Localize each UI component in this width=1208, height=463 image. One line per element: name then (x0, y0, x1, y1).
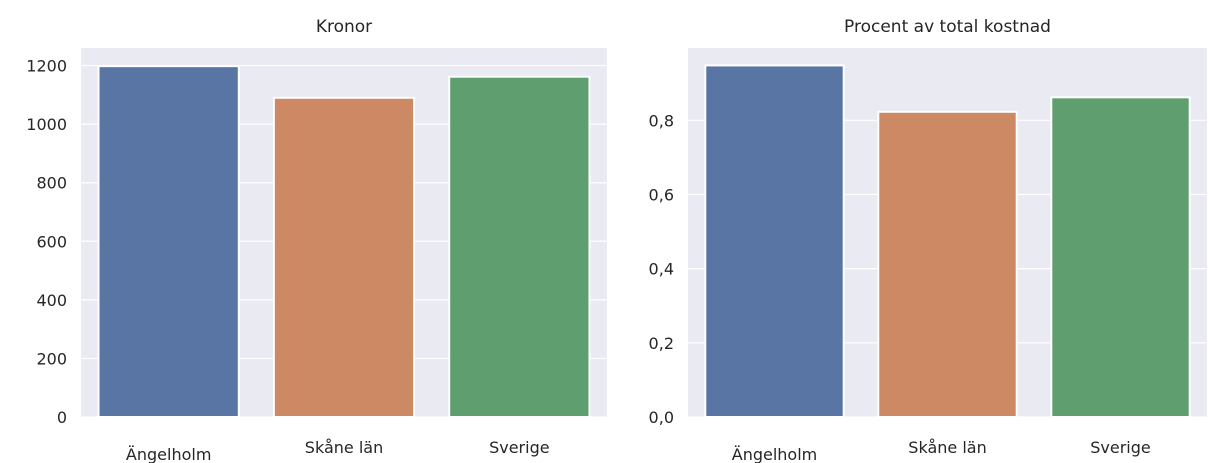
y-tick-label: 600 (36, 232, 67, 251)
bar-procent-1 (704, 64, 845, 419)
bars-kronor (97, 65, 591, 419)
x-tick-label: Ängelholm (732, 445, 818, 463)
bar-procent-2 (877, 110, 1018, 419)
y-ticks-kronor: 0 200 400 600 800 1000 1200 (26, 57, 67, 427)
chart-title-procent: Procent av total kostnad (844, 17, 1051, 37)
x-tick-label: Skåne län (908, 438, 986, 457)
chart-kronor: 0 200 400 600 800 1000 1200 Ängelholm Skåne län… (26, 17, 607, 463)
bar-kronor-3 (448, 75, 591, 418)
y-tick-label: 1200 (26, 57, 67, 76)
chart-procent: 0,0 0,2 0,4 0,6 0,8 Ängelholm Skåne län Sverig… (649, 17, 1207, 463)
y-tick-label: 400 (36, 291, 67, 310)
bar-procent-3 (1050, 96, 1191, 419)
y-tick-label: 0,0 (649, 408, 674, 427)
x-tick-label: Sverige (1090, 438, 1151, 457)
bars-procent (704, 64, 1191, 419)
x-tick-label: Ängelholm (126, 445, 212, 463)
y-tick-label: 0,2 (649, 334, 674, 353)
bar-kronor-1 (97, 65, 240, 419)
y-tick-label: 0 (57, 408, 67, 427)
x-tick-label: Sverige (489, 438, 550, 457)
x-tick-label: Skåne län (305, 438, 383, 457)
x-ticks-kronor: Ängelholm Skåne län Sverige (126, 438, 550, 463)
bar-kronor-2 (272, 96, 416, 419)
x-ticks-procent: Ängelholm Skåne län Sverige (732, 438, 1151, 463)
y-tick-label: 0,4 (649, 260, 674, 279)
y-tick-label: 200 (36, 349, 67, 368)
y-tick-label: 0,8 (649, 111, 674, 130)
y-tick-label: 800 (36, 174, 67, 193)
y-ticks-procent: 0,0 0,2 0,4 0,6 0,8 (649, 111, 674, 427)
y-tick-label: 0,6 (649, 185, 674, 204)
y-tick-label: 1000 (26, 115, 67, 134)
chart-title-kronor: Kronor (316, 17, 372, 37)
